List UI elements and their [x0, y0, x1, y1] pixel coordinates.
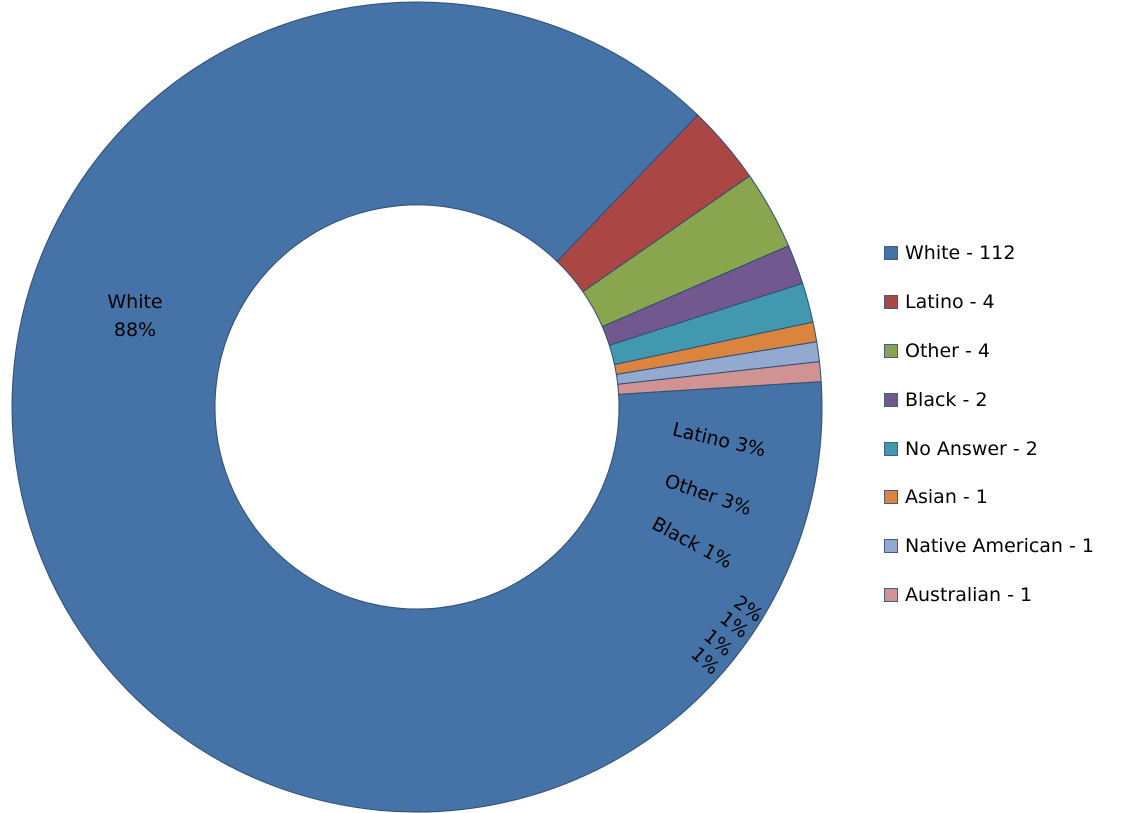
legend-label-white: White - 112 [905, 242, 1016, 265]
legend-item-black: Black - 2 [884, 375, 1129, 424]
legend-label-asian: Asian - 1 [905, 486, 988, 509]
legend-item-australian: Australian - 1 [884, 571, 1129, 620]
slice-group [11, 1, 823, 813]
slice-label-text-white-1: 88% [114, 319, 156, 341]
legend-label-black: Black - 2 [905, 388, 988, 411]
legend-item-native-american: Native American - 1 [884, 522, 1129, 571]
legend-swatch-latino [884, 295, 898, 310]
legend-label-latino: Latino - 4 [905, 291, 995, 314]
slice-label-white: White 88% [107, 291, 162, 341]
legend-label-no-answer: No Answer - 2 [905, 437, 1038, 460]
legend-swatch-no-answer [884, 441, 898, 456]
legend-label-other: Other - 4 [905, 339, 990, 362]
legend-swatch-asian [884, 490, 898, 505]
chart-legend: White - 112 Latino - 4 Other - 4 Black -… [884, 229, 1129, 619]
slice-australian [617, 361, 822, 395]
legend-swatch-white [884, 246, 898, 261]
legend-swatch-black [884, 392, 898, 407]
legend-label-australian: Australian - 1 [905, 583, 1033, 606]
legend-item-latino: Latino - 4 [884, 278, 1129, 327]
legend-item-other: Other - 4 [884, 327, 1129, 376]
legend-swatch-australian [884, 587, 898, 602]
legend-item-no-answer: No Answer - 2 [884, 424, 1129, 473]
legend-item-white: White - 112 [884, 229, 1129, 278]
legend-swatch-other [884, 343, 898, 358]
legend-item-asian: Asian - 1 [884, 473, 1129, 522]
legend-label-native-american: Native American - 1 [905, 535, 1094, 558]
slice-white [11, 1, 823, 813]
slice-label-text-white-0: White [107, 291, 162, 313]
legend-swatch-native-american [884, 539, 898, 554]
